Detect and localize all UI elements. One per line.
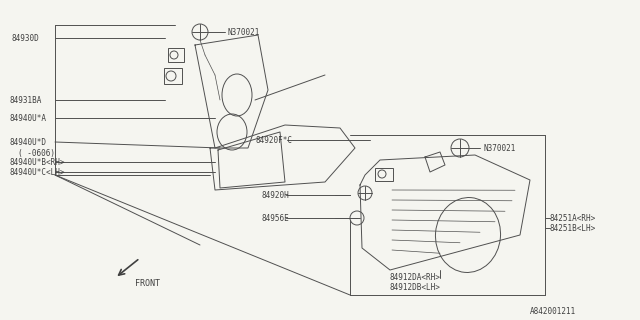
Text: N370021: N370021 [228, 28, 260, 36]
Text: N370021: N370021 [483, 143, 515, 153]
Text: ( -0606): ( -0606) [18, 148, 55, 157]
Text: 84940U*C<LH>: 84940U*C<LH> [10, 167, 65, 177]
Text: FRONT: FRONT [135, 279, 160, 289]
Text: 84940U*D: 84940U*D [10, 138, 47, 147]
Bar [164, 68, 182, 84]
Text: 84912DA<RH>: 84912DA<RH> [390, 274, 441, 283]
Bar [168, 48, 184, 62]
Text: 84930D: 84930D [12, 34, 40, 43]
Text: 84920H: 84920H [262, 190, 290, 199]
Bar [375, 168, 393, 181]
Text: 84251A<RH>: 84251A<RH> [550, 213, 596, 222]
Text: 84251B<LH>: 84251B<LH> [550, 223, 596, 233]
Text: 84920F*C: 84920F*C [255, 135, 292, 145]
Text: 84931BA: 84931BA [10, 95, 42, 105]
Text: A842001211: A842001211 [530, 308, 576, 316]
Text: 84912DB<LH>: 84912DB<LH> [390, 284, 441, 292]
Text: 84940U*A: 84940U*A [10, 114, 47, 123]
Text: 84940U*B<RH>: 84940U*B<RH> [10, 157, 65, 166]
Text: 84956E: 84956E [262, 213, 290, 222]
